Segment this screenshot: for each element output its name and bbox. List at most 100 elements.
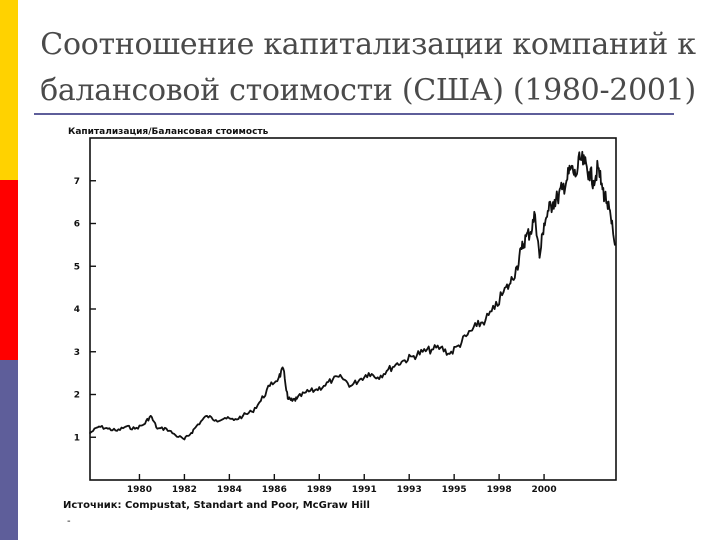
series-point — [149, 414, 152, 417]
series-point — [520, 248, 523, 251]
x-tick-label-1980: 1980 — [127, 485, 152, 495]
series-point — [190, 432, 193, 434]
plot-frame — [89, 137, 617, 481]
series-point — [574, 175, 577, 178]
series-point — [89, 432, 91, 434]
series-point — [588, 171, 590, 174]
y-axis-title: Капитализация/Балансовая стоимость — [68, 127, 269, 137]
series-point — [331, 378, 334, 381]
title-underline — [34, 113, 674, 115]
y-tick-label-6: 6 — [74, 220, 80, 230]
series-point — [291, 400, 294, 402]
series-point — [156, 427, 159, 430]
series-point — [509, 282, 512, 285]
series-point — [349, 385, 352, 387]
series-point — [610, 222, 613, 225]
series-point — [232, 419, 235, 422]
series-line-0 — [89, 150, 616, 441]
series-point — [214, 419, 217, 422]
series-point — [282, 367, 285, 370]
series-point — [376, 376, 379, 379]
series-point — [304, 391, 307, 394]
accent-bar-red — [0, 180, 18, 360]
series-point — [358, 378, 361, 381]
series-point — [484, 318, 487, 321]
x-tick-label-1991: 1991 — [352, 485, 377, 495]
source-note: Источник: Compustat, Standart and Poor, … — [63, 500, 370, 511]
series-point — [125, 425, 127, 428]
series-layer — [89, 150, 616, 441]
series-point — [223, 417, 226, 419]
y-ticks: 1 2 3 4 5 6 7 — [74, 177, 96, 443]
series-point — [601, 188, 604, 191]
series-point — [457, 344, 460, 347]
series-point — [466, 333, 469, 336]
series-point — [570, 167, 572, 169]
series-point — [606, 201, 608, 204]
accent-bar-yellow — [0, 0, 18, 180]
series-point — [322, 385, 325, 387]
series-point — [134, 427, 136, 430]
series-point — [98, 425, 100, 428]
y-tick-label-5: 5 — [74, 262, 80, 272]
x-tick-label-1993: 1993 — [397, 485, 422, 495]
series-point — [403, 359, 406, 362]
series-point — [394, 363, 397, 366]
series-point — [277, 376, 280, 379]
series-point — [561, 188, 563, 191]
series-point — [579, 158, 581, 161]
series-point — [525, 235, 527, 238]
series-point — [183, 438, 186, 441]
series-point — [313, 389, 316, 392]
series-point — [241, 414, 244, 417]
side-accent-bar — [0, 0, 18, 540]
x-ticks: 1980 1982 1984 1986 1989 1991 1993 1995 1998 2000 — [127, 474, 557, 495]
series-point — [583, 162, 586, 165]
series-point — [493, 308, 496, 310]
series-point — [250, 410, 253, 413]
series-point — [538, 256, 541, 259]
trailing-dash: - — [67, 516, 71, 527]
series-point — [259, 400, 262, 402]
y-tick-label-4: 4 — [74, 305, 80, 315]
y-tick-label-1: 1 — [74, 433, 80, 443]
series-point — [543, 222, 545, 225]
x-tick-label-1986: 1986 — [262, 485, 287, 495]
series-point — [295, 397, 298, 400]
slide-title: Соотношение капитализации компаний к бал… — [40, 27, 696, 108]
series-point — [613, 243, 616, 246]
series-point — [165, 427, 168, 430]
series-point — [475, 325, 478, 327]
series-point — [367, 372, 370, 375]
series-point — [412, 355, 415, 357]
accent-bar-purple — [0, 360, 18, 540]
series-point — [534, 214, 536, 216]
series-point — [421, 350, 424, 353]
series-point — [116, 429, 118, 432]
series-point — [205, 414, 208, 417]
series-point — [556, 196, 559, 199]
series-point — [340, 376, 343, 379]
series-point — [552, 201, 554, 204]
series-point — [107, 427, 109, 430]
series-point — [430, 348, 433, 351]
y-tick-label-7: 7 — [74, 177, 80, 187]
series-point — [439, 346, 442, 349]
series-point — [286, 397, 289, 400]
series-point — [547, 209, 550, 212]
x-tick-label-1982: 1982 — [172, 485, 197, 495]
x-tick-label-1989: 1989 — [307, 485, 332, 495]
x-tick-label-1998: 1998 — [487, 485, 512, 495]
series-point — [565, 179, 568, 182]
x-tick-label-1995: 1995 — [442, 485, 467, 495]
series-point — [268, 385, 271, 387]
series-point — [143, 423, 145, 426]
x-tick-label-2000: 2000 — [532, 485, 557, 495]
series-point — [502, 291, 505, 293]
series-point — [196, 423, 199, 426]
series-point — [592, 179, 595, 182]
series-point — [174, 434, 177, 437]
series-point — [529, 231, 532, 233]
series-point — [448, 352, 451, 355]
